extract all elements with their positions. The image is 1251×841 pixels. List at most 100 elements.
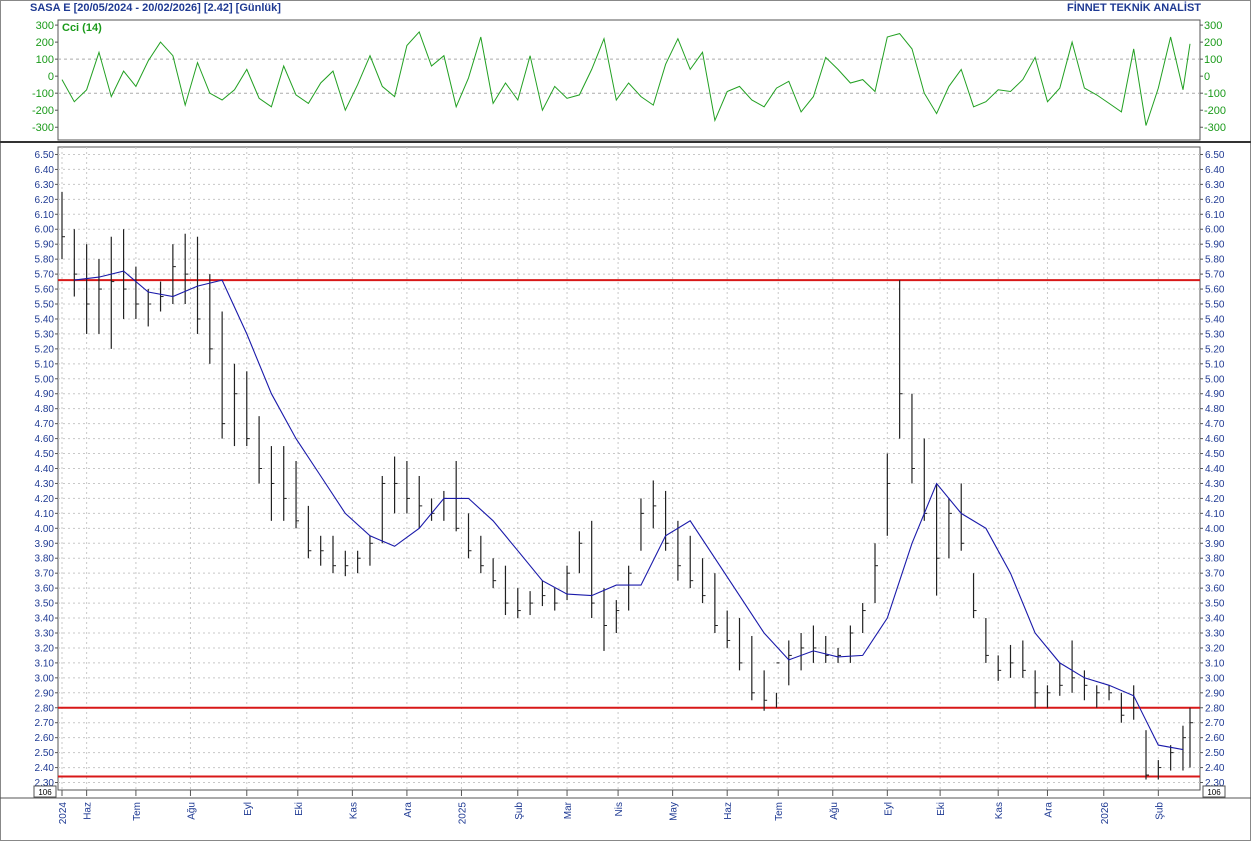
price-tick-label-right: 6.30 [1205,180,1225,191]
price-tick-label-right: 2.70 [1205,718,1225,729]
scale-box-left [33,785,57,798]
price-tick-label-left: 4.30 [35,479,55,490]
price-tick-label-right: 5.20 [1205,344,1225,355]
price-tick-label-right: 4.60 [1205,434,1225,445]
price-tick-label-left: 4.20 [35,494,55,505]
price-tick-label-left: 6.00 [35,225,55,236]
price-tick-label-right: 5.50 [1205,300,1225,311]
price-tick-label-right: 6.10 [1205,210,1225,221]
price-tick-label-left: 5.40 [35,314,55,325]
ohlc-bar [246,371,250,447]
ohlc-bar [775,662,780,708]
x-tick-label: Eyl [243,802,254,816]
ohlc-bar [800,632,805,671]
price-tick-label-left: 3.60 [35,584,55,595]
ohlc-bar [911,393,915,484]
price-tick-label-left: 4.90 [35,389,55,400]
cci-panel: 300 300 200 200 100 100 0 0 -100 -100 -200 -200 -300… [0,19,1251,143]
ohlc-bar [344,550,349,577]
ohlc-bar [591,520,595,619]
x-tick-label: Ara [1043,802,1054,818]
ohlc-bar [307,505,312,559]
ohlc-bar [1157,760,1162,780]
ohlc-bar [504,565,509,616]
price-tick-label-left: 5.90 [35,240,55,251]
cci-tick-label-right: 200 [1204,37,1222,49]
price-tick-label-right: 5.40 [1205,314,1225,325]
cci-title: Cci (14) [62,22,102,34]
x-tick-label: 2025 [457,802,468,825]
ohlc-bar [788,640,792,686]
chart-header-brand: FİNNET TEKNİK ANALİST [1066,2,1201,14]
price-tick-label-right: 4.70 [1205,419,1225,430]
cci-tick-label-right: 300 [1204,20,1222,32]
price-tick-label-right: 4.00 [1205,524,1225,535]
price-tick-label-right: 3.20 [1205,643,1225,654]
ohlc-bar [1133,685,1137,720]
price-tick-label-right: 6.40 [1205,165,1225,176]
price-tick-label-right: 4.90 [1205,389,1225,400]
ohlc-bar [1189,707,1193,768]
ohlc-bar [812,625,817,663]
cci-tick-label-left: 100 [36,54,54,66]
x-tick-label: 2024 [58,802,69,825]
ohlc-bar [726,610,731,648]
ohlc-bar [480,535,484,574]
ohlc-bar [1170,745,1174,771]
price-tick-label-right: 4.80 [1205,404,1225,415]
ohlc-bar [615,600,620,633]
price-tick-label-right: 5.00 [1205,374,1225,385]
ohlc-bar [935,483,940,596]
ohlc-bar [135,266,139,319]
chart-header-title: SASA E [20/05/2024 - 20/02/2026] [2.42] … [30,2,281,14]
ohlc-bar [652,480,657,529]
cci-tick-label-right: -300 [1204,122,1226,134]
cci-series-line [61,30,1191,126]
ohlc-bar [862,603,866,633]
ohlc-bar [1059,662,1063,696]
x-tick-label: May [669,802,680,821]
ohlc-bar [147,289,152,327]
x-tick-label: Tem [774,802,785,821]
ohlc-bar [172,244,176,305]
price-tick-label-left: 5.00 [35,374,55,385]
price-tick-label-left: 4.00 [35,524,55,535]
ohlc-bar [184,233,189,305]
x-tick-label: Haz [723,802,734,820]
ohlc-bar [283,446,287,521]
ohlc-bar [393,456,398,514]
ohlc-bar [110,236,115,349]
price-tick-label-left: 4.60 [35,434,55,445]
ohlc-bar [73,229,78,297]
ohlc-bar [1034,670,1039,708]
price-tick-label-right: 6.20 [1205,195,1225,206]
ohlc-bar [98,259,102,334]
cci-tick-label-left: -100 [32,88,54,100]
price-tick-label-right: 2.50 [1205,748,1225,759]
price-tick-label-left: 3.70 [35,569,55,580]
ohlc-bar [61,191,65,260]
price-tick-label-left: 3.20 [35,643,55,654]
price-panel: 6.50 6.50 6.40 6.40 6.30 6.30 6.20 6.20 6.10 6.10… [33,146,1226,798]
ohlc-bar [159,281,164,312]
moving-average-line [74,270,1184,751]
ohlc-bar [196,236,201,334]
price-tick-label-left: 3.80 [35,554,55,565]
cci-tick-label-right: -100 [1204,88,1226,100]
price-tick-label-left: 6.10 [35,210,55,221]
ohlc-bar [603,588,608,651]
price-tick-label-right: 5.80 [1205,255,1225,266]
x-tick-label: Ara [403,802,414,818]
price-tick-label-right: 5.30 [1205,329,1225,340]
ohlc-bar [628,565,632,611]
price-tick-label-right: 5.60 [1205,285,1225,296]
price-tick-label-left: 4.10 [35,509,55,520]
price-tick-label-right: 2.30 [1205,778,1225,789]
ohlc-bar [529,591,534,616]
ohlc-bar [86,244,90,334]
ohlc-bar [899,280,903,439]
ohlc-bar [886,453,891,536]
ohlc-bar [258,416,263,484]
price-tick-label-right: 3.40 [1205,614,1225,625]
